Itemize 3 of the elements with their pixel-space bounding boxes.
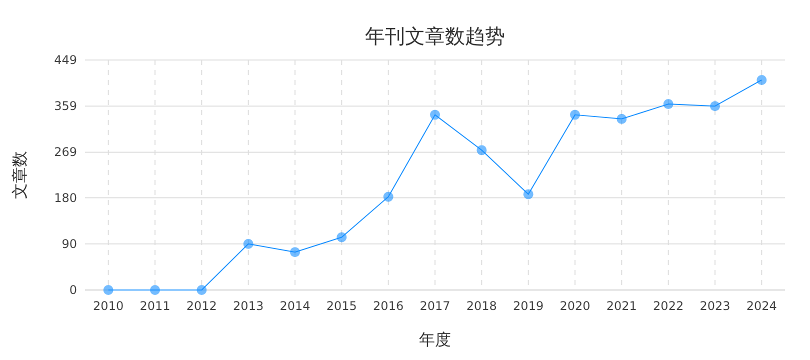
title: 年刊文章数趋势 <box>365 24 505 48</box>
xlabel: 年度 <box>419 330 451 349</box>
ylabel: 文章数 <box>10 151 29 199</box>
